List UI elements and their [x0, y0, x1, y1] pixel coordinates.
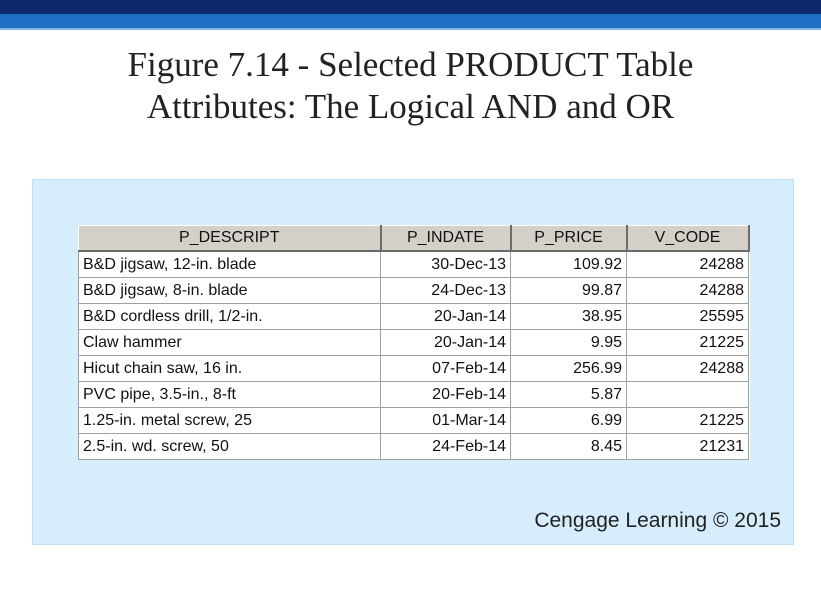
cell-v-code: 25595 — [626, 303, 749, 330]
cell-p-price: 5.87 — [510, 381, 627, 408]
cell-p-descript: B&D jigsaw, 8-in. blade — [78, 277, 381, 304]
cell-p-price: 6.99 — [510, 407, 627, 434]
column-header-p-indate[interactable]: P_INDATE — [380, 225, 512, 252]
cell-p-price: 256.99 — [510, 355, 627, 382]
table-row: Hicut chain saw, 16 in. 07-Feb-14 256.99… — [78, 355, 749, 382]
column-header-p-descript[interactable]: P_DESCRIPT — [78, 225, 382, 252]
table-header-row: P_DESCRIPT P_INDATE P_PRICE V_CODE — [78, 225, 750, 252]
cell-p-indate: 07-Feb-14 — [380, 355, 511, 382]
cell-p-indate: 24-Feb-14 — [380, 433, 511, 460]
cell-v-code: 24288 — [626, 277, 749, 304]
header-band-rule — [0, 28, 821, 30]
cell-p-indate: 20-Feb-14 — [380, 381, 511, 408]
cell-v-code: 21231 — [626, 433, 749, 460]
cell-v-code — [626, 381, 749, 408]
cell-p-price: 38.95 — [510, 303, 627, 330]
cell-p-descript: Claw hammer — [78, 329, 381, 356]
table-row: Claw hammer 20-Jan-14 9.95 21225 — [78, 329, 749, 356]
cell-v-code: 24288 — [626, 250, 749, 278]
column-header-v-code[interactable]: V_CODE — [626, 225, 750, 252]
cell-p-descript: B&D jigsaw, 12-in. blade — [78, 250, 381, 278]
table-row: B&D jigsaw, 12-in. blade 30-Dec-13 109.9… — [78, 250, 749, 278]
cell-p-descript: Hicut chain saw, 16 in. — [78, 355, 381, 382]
cell-p-descript: 1.25-in. metal screw, 25 — [78, 407, 381, 434]
cell-p-price: 99.87 — [510, 277, 627, 304]
table-row: B&D cordless drill, 1/2-in. 20-Jan-14 38… — [78, 303, 749, 330]
table-row: 1.25-in. metal screw, 25 01-Mar-14 6.99 … — [78, 407, 749, 434]
cell-p-price: 9.95 — [510, 329, 627, 356]
cell-p-indate: 30-Dec-13 — [380, 250, 511, 278]
cell-p-indate: 01-Mar-14 — [380, 407, 511, 434]
product-table: P_DESCRIPT P_INDATE P_PRICE V_CODE B&D j… — [78, 225, 750, 460]
cell-v-code: 21225 — [626, 407, 749, 434]
copyright-credit: Cengage Learning © 2015 — [534, 509, 781, 532]
column-header-p-price[interactable]: P_PRICE — [510, 225, 628, 252]
table-row: B&D jigsaw, 8-in. blade 24-Dec-13 99.87 … — [78, 277, 749, 304]
table-row: PVC pipe, 3.5-in., 8-ft 20-Feb-14 5.87 — [78, 381, 749, 408]
cell-p-descript: B&D cordless drill, 1/2-in. — [78, 303, 381, 330]
cell-p-indate: 20-Jan-14 — [380, 303, 511, 330]
cell-p-indate: 20-Jan-14 — [380, 329, 511, 356]
cell-v-code: 21225 — [626, 329, 749, 356]
header-band-light — [0, 14, 821, 28]
slide-title-line-1: Figure 7.14 - Selected PRODUCT Table — [127, 45, 694, 84]
cell-p-price: 109.92 — [510, 250, 627, 278]
cell-p-price: 8.45 — [510, 433, 627, 460]
cell-v-code: 24288 — [626, 355, 749, 382]
header-band-dark — [0, 0, 821, 14]
slide-title-line-2: Attributes: The Logical AND and OR — [146, 87, 675, 126]
cell-p-indate: 24-Dec-13 — [380, 277, 511, 304]
slide-title: Figure 7.14 - Selected PRODUCT Table Att… — [0, 44, 821, 128]
table-row: 2.5-in. wd. screw, 50 24-Feb-14 8.45 212… — [78, 433, 749, 460]
cell-p-descript: PVC pipe, 3.5-in., 8-ft — [78, 381, 381, 408]
cell-p-descript: 2.5-in. wd. screw, 50 — [78, 433, 381, 460]
